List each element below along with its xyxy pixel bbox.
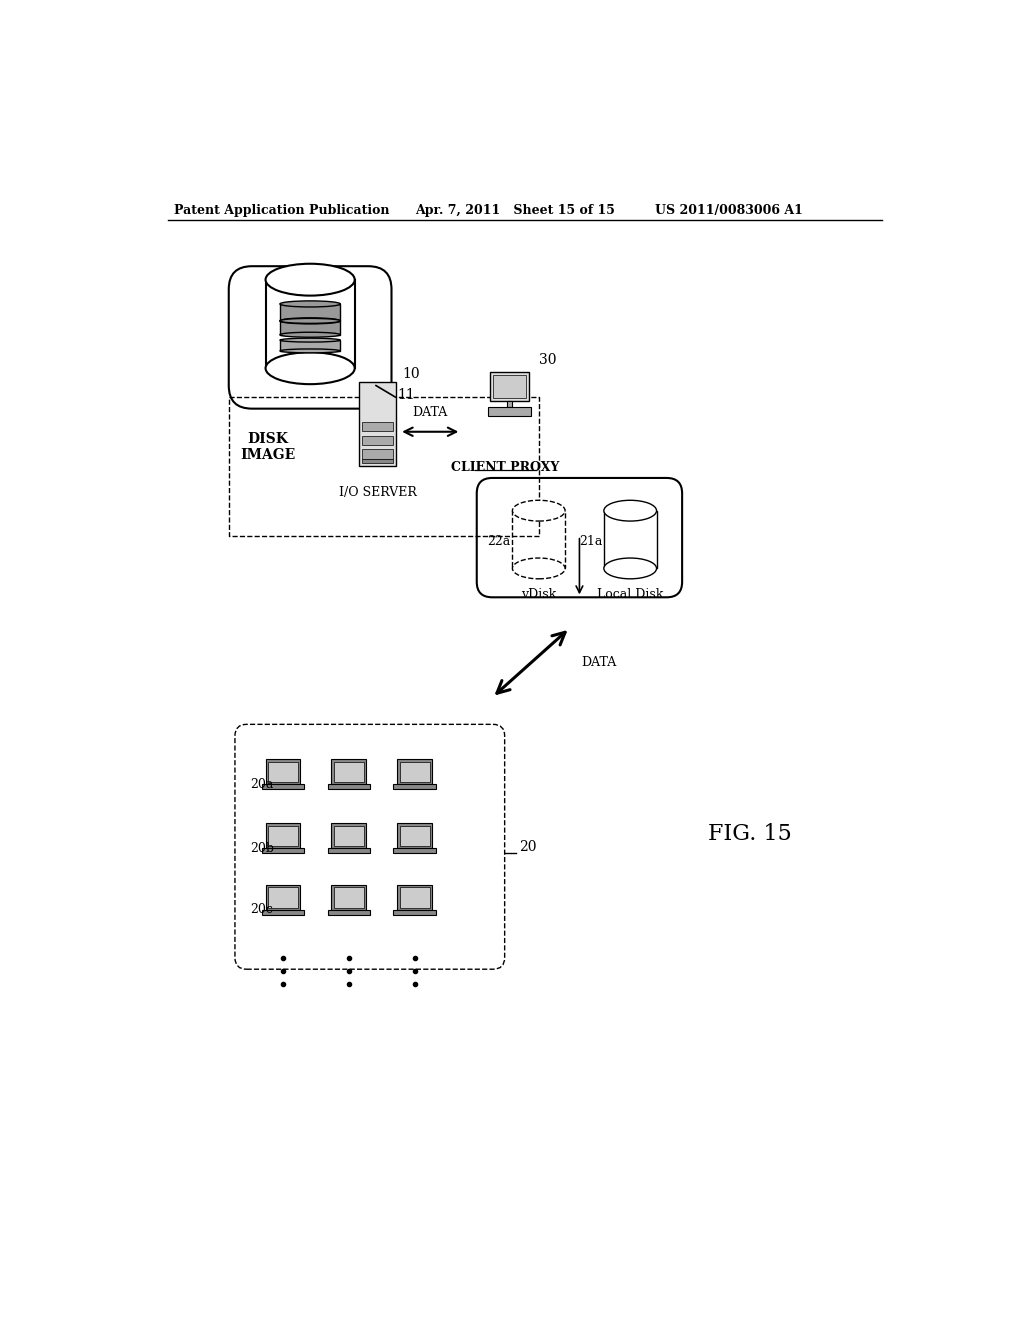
Bar: [265, 884, 300, 909]
Bar: [493, 375, 525, 397]
Ellipse shape: [512, 558, 565, 579]
Bar: [489, 372, 528, 401]
Bar: [393, 849, 436, 853]
Bar: [262, 784, 304, 789]
Bar: [280, 304, 340, 321]
Bar: [397, 884, 432, 909]
Bar: [265, 280, 354, 368]
Bar: [393, 784, 436, 789]
Bar: [399, 825, 430, 846]
Bar: [268, 825, 298, 846]
Bar: [512, 511, 565, 569]
Ellipse shape: [280, 318, 340, 323]
Text: 21a: 21a: [579, 535, 602, 548]
Bar: [332, 884, 367, 909]
Ellipse shape: [280, 333, 340, 337]
Bar: [359, 381, 396, 466]
Text: 11: 11: [397, 388, 416, 403]
Bar: [262, 849, 304, 853]
Bar: [328, 784, 371, 789]
Text: 20b: 20b: [251, 842, 274, 855]
Text: DATA: DATA: [582, 656, 616, 669]
Bar: [334, 762, 364, 781]
Bar: [332, 824, 367, 849]
Ellipse shape: [265, 352, 354, 384]
Ellipse shape: [604, 558, 656, 579]
Bar: [262, 909, 304, 915]
Text: vDisk: vDisk: [521, 589, 556, 601]
Bar: [362, 449, 393, 459]
Bar: [328, 909, 371, 915]
Bar: [334, 887, 364, 908]
Text: FIG. 15: FIG. 15: [708, 824, 792, 846]
Bar: [604, 511, 656, 569]
Ellipse shape: [280, 338, 340, 342]
Bar: [332, 759, 367, 784]
Text: CLIENT PROXY: CLIENT PROXY: [452, 461, 559, 474]
Text: 22a: 22a: [487, 535, 511, 548]
FancyBboxPatch shape: [234, 725, 505, 969]
Bar: [334, 825, 364, 846]
Bar: [280, 341, 340, 351]
Ellipse shape: [512, 500, 565, 521]
FancyBboxPatch shape: [228, 267, 391, 409]
Bar: [328, 849, 371, 853]
Text: DISK
IMAGE: DISK IMAGE: [240, 432, 295, 462]
Bar: [397, 759, 432, 784]
Text: 20: 20: [518, 840, 537, 854]
Text: Apr. 7, 2011   Sheet 15 of 15: Apr. 7, 2011 Sheet 15 of 15: [415, 205, 614, 218]
Bar: [268, 887, 298, 908]
Text: 30: 30: [539, 352, 556, 367]
Ellipse shape: [265, 264, 354, 296]
Bar: [265, 759, 300, 784]
Text: I/O SERVER: I/O SERVER: [339, 486, 417, 499]
Ellipse shape: [280, 318, 340, 323]
Text: Local Disk: Local Disk: [597, 589, 664, 601]
Text: DATA: DATA: [413, 407, 447, 420]
Ellipse shape: [280, 301, 340, 308]
Bar: [362, 422, 393, 430]
Bar: [507, 401, 512, 407]
Bar: [397, 824, 432, 849]
Bar: [265, 824, 300, 849]
Ellipse shape: [280, 348, 340, 352]
Bar: [488, 407, 530, 416]
Bar: [399, 887, 430, 908]
Text: 20c: 20c: [251, 903, 273, 916]
Bar: [362, 459, 393, 463]
Bar: [280, 321, 340, 335]
Bar: [393, 909, 436, 915]
Text: 20a: 20a: [251, 777, 273, 791]
Bar: [268, 762, 298, 781]
Bar: [362, 436, 393, 445]
Ellipse shape: [604, 500, 656, 521]
Text: 10: 10: [402, 367, 420, 381]
Text: US 2011/0083006 A1: US 2011/0083006 A1: [655, 205, 803, 218]
Text: Patent Application Publication: Patent Application Publication: [174, 205, 390, 218]
FancyBboxPatch shape: [477, 478, 682, 598]
Bar: [399, 762, 430, 781]
